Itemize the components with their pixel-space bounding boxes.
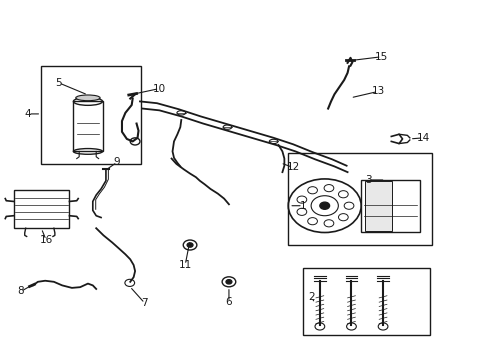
Text: 2: 2: [307, 292, 314, 302]
Text: 6: 6: [225, 297, 232, 307]
Ellipse shape: [76, 95, 100, 101]
Text: 16: 16: [40, 235, 53, 245]
Text: 4: 4: [25, 109, 31, 119]
Bar: [361, 180, 419, 232]
Text: 5: 5: [55, 78, 62, 88]
Text: 8: 8: [18, 287, 24, 296]
Text: 11: 11: [178, 260, 191, 270]
Circle shape: [187, 243, 193, 247]
Circle shape: [319, 202, 329, 209]
Bar: [302, 268, 429, 336]
Text: 10: 10: [153, 84, 165, 94]
Text: 13: 13: [371, 86, 384, 96]
Text: 3: 3: [365, 175, 371, 185]
Text: 14: 14: [416, 133, 429, 143]
Bar: [14, 190, 69, 228]
Text: 7: 7: [141, 298, 148, 308]
Bar: [41, 66, 141, 164]
Text: 1: 1: [299, 201, 305, 211]
Text: 9: 9: [114, 157, 120, 167]
Text: 15: 15: [374, 52, 387, 62]
Circle shape: [225, 280, 231, 284]
Text: 12: 12: [286, 162, 299, 172]
Bar: [287, 153, 431, 245]
Bar: [365, 181, 391, 231]
